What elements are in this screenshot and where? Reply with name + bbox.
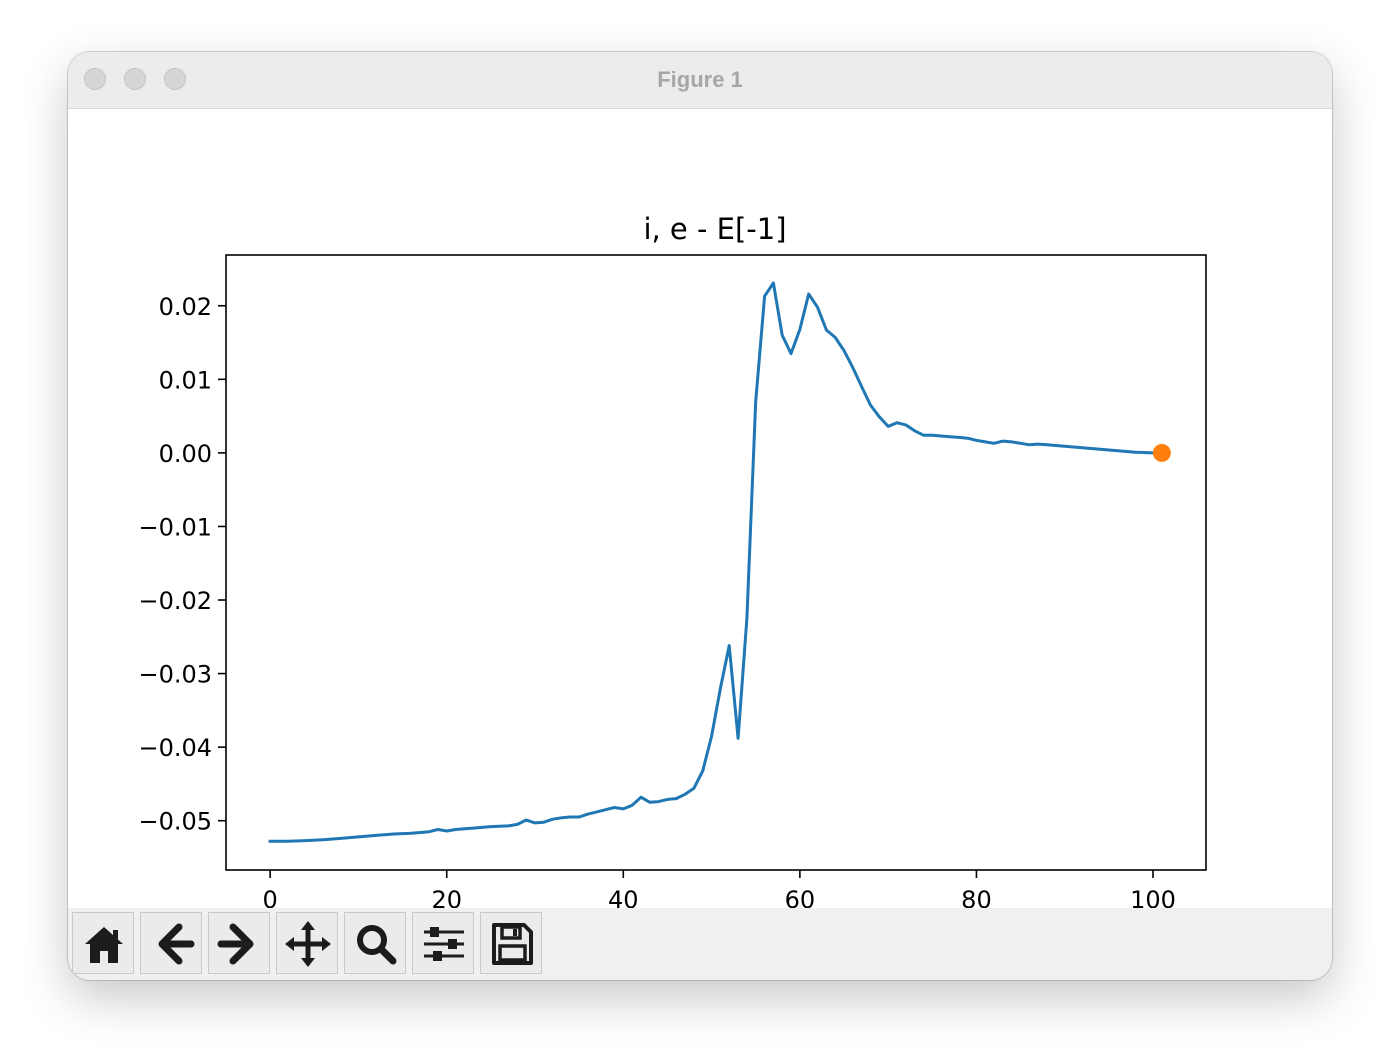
y-tick-label: −0.03 <box>138 661 212 689</box>
line-chart[interactable]: i, e - E[-1] 0 20 40 60 80 100 0.02 0.01 0.00 −0.… <box>68 109 1332 914</box>
minimize-window-button[interactable] <box>124 68 146 90</box>
series-layer <box>268 281 1171 843</box>
arrow-right-icon <box>217 923 254 965</box>
y-tick-label: 0.01 <box>159 366 212 394</box>
arrow-left-icon <box>158 923 195 965</box>
figure-canvas[interactable]: i, e - E[-1] 0 20 40 60 80 100 0.02 0.01 0.00 −0.… <box>68 109 1332 914</box>
y-tick-label: 0.00 <box>159 440 212 468</box>
home-icon <box>85 927 123 963</box>
axis-ticks: 0 20 40 60 80 100 0.02 0.01 0.00 −0.01 −0.02 −0.03 −… <box>138 293 1176 914</box>
y-tick-label: −0.01 <box>138 513 212 541</box>
pan-button[interactable] <box>276 912 338 974</box>
series-line <box>268 281 1164 843</box>
x-tick-label: 80 <box>961 886 992 908</box>
title-bar: Figure 1 <box>68 52 1332 109</box>
zoom-window-button[interactable] <box>164 68 186 90</box>
close-window-button[interactable] <box>84 68 106 90</box>
sliders-icon <box>424 927 464 961</box>
highlight-point <box>1152 443 1171 462</box>
navigation-toolbar <box>68 908 1332 980</box>
x-tick-label: 40 <box>608 886 639 908</box>
configure-subplots-button[interactable] <box>412 912 474 974</box>
x-tick-label: 0 <box>263 886 278 908</box>
figure-window: Figure 1 i, e - E[-1] 0 20 40 60 80 100 0.02 0.… <box>68 52 1332 980</box>
save-button[interactable] <box>480 912 542 974</box>
y-tick-label: −0.02 <box>138 587 212 615</box>
x-tick-label: 60 <box>785 886 816 908</box>
floppy-disk-icon <box>492 923 533 965</box>
window-title: Figure 1 <box>657 67 743 92</box>
back-button[interactable] <box>140 912 202 974</box>
chart-title: i, e - E[-1] <box>643 212 786 246</box>
zoom-button[interactable] <box>344 912 406 974</box>
magnifier-icon <box>357 925 397 965</box>
x-tick-label: 100 <box>1130 886 1176 908</box>
x-tick-label: 20 <box>431 886 462 908</box>
home-button[interactable] <box>72 912 134 974</box>
y-tick-label: −0.05 <box>138 808 212 836</box>
move-icon <box>285 921 331 967</box>
y-tick-label: 0.02 <box>159 293 212 321</box>
forward-button[interactable] <box>208 912 270 974</box>
axes-frame <box>225 254 1207 871</box>
y-tick-label: −0.04 <box>138 734 212 762</box>
